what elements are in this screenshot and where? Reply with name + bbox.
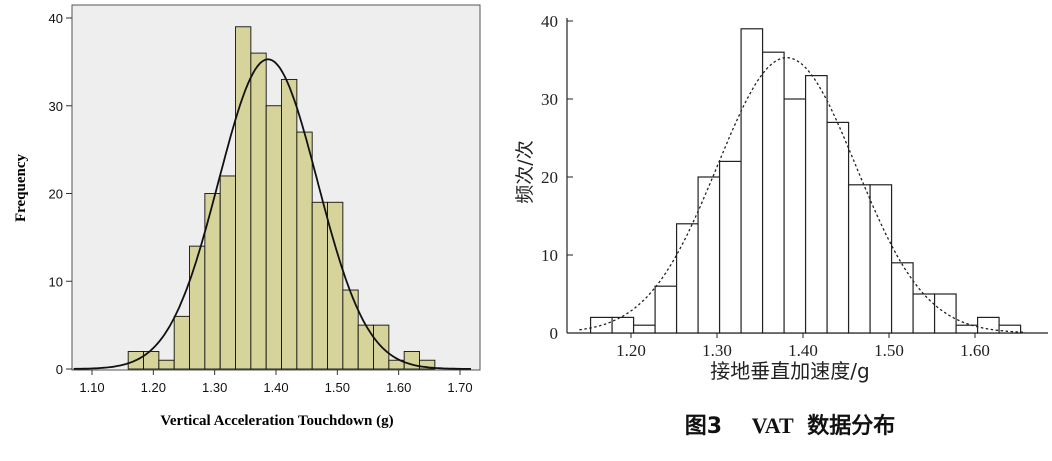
right-x-tick-label-2: 1.40 <box>788 341 818 360</box>
left-bar-4 <box>173 315 190 370</box>
right-y-ticks: 0 10 20 30 40 <box>541 12 573 343</box>
right-bar-8 <box>740 28 764 334</box>
caption-subject: VAT <box>752 413 794 438</box>
left-bar-15 <box>342 289 359 370</box>
right-bar-13 <box>847 184 871 334</box>
left-bar-12 <box>296 131 313 370</box>
left-x-ticks: 1.10 1.20 1.30 1.40 1.50 1.60 1.70 <box>79 370 473 395</box>
svg-text:图3 VAT 数据分布: 图3 VAT 数据分布 <box>685 413 895 439</box>
figure-caption: 图3 VAT 数据分布 <box>685 413 895 439</box>
left-bar-11 <box>281 78 298 370</box>
right-y-tick-label-3: 30 <box>541 90 558 109</box>
left-x-tick-label-6: 1.70 <box>447 380 472 395</box>
left-x-tick-label-5: 1.60 <box>386 380 411 395</box>
right-x-tick-label-0: 1.20 <box>616 341 646 360</box>
left-y-tick-label-3: 30 <box>49 99 63 114</box>
right-y-tick-label-1: 10 <box>541 246 558 265</box>
right-y-axis-label: 频次/次 <box>514 140 536 203</box>
left-y-tick-label-1: 10 <box>49 274 63 289</box>
left-bar-7 <box>219 175 236 370</box>
right-bar-16 <box>912 293 936 334</box>
right-bar-4 <box>654 285 678 334</box>
right-chart: 1.20 1.30 1.40 1.50 1.60 0 10 20 30 40 接地垂直加速度/g… <box>514 12 1048 383</box>
left-bar-5 <box>189 245 206 370</box>
right-bar-20 <box>998 324 1022 334</box>
right-x-ticks: 1.20 1.30 1.40 1.50 1.60 <box>616 333 990 360</box>
left-y-tick-label-2: 20 <box>49 187 63 202</box>
right-bar-9 <box>761 51 785 334</box>
left-bar-3 <box>158 359 175 370</box>
right-bar-18 <box>955 324 979 334</box>
right-x-tick-label-3: 1.50 <box>874 341 904 360</box>
left-x-axis-label: Vertical Acceleration Touchdown (g) <box>160 413 393 429</box>
left-x-tick-label-1: 1.20 <box>141 380 166 395</box>
left-bar-6 <box>204 193 221 370</box>
right-bar-12 <box>826 121 850 334</box>
right-bar-6 <box>697 176 721 334</box>
caption-figure-number: 图3 <box>685 414 722 439</box>
right-bar-3 <box>632 324 656 334</box>
right-bar-5 <box>675 223 699 334</box>
right-x-tick-label-4: 1.60 <box>960 341 990 360</box>
left-x-tick-label-0: 1.10 <box>79 380 104 395</box>
left-y-tick-label-4: 40 <box>49 11 63 26</box>
right-y-tick-label-0: 0 <box>550 324 559 343</box>
left-x-tick-label-2: 1.30 <box>202 380 227 395</box>
right-bars <box>589 28 1022 334</box>
right-bar-10 <box>783 98 807 334</box>
left-x-tick-label-4: 1.50 <box>325 380 350 395</box>
left-x-tick-label-3: 1.40 <box>263 380 288 395</box>
left-normal-curve <box>73 58 471 370</box>
left-bar-8 <box>235 26 252 370</box>
left-bar-20 <box>419 359 436 370</box>
right-x-axis-label: 接地垂直加速度/g <box>710 359 869 383</box>
right-x-tick-label-1: 1.30 <box>702 341 732 360</box>
right-bar-15 <box>890 262 914 334</box>
right-y-tick-label-4: 40 <box>541 12 558 31</box>
left-y-ticks: 0 10 20 30 40 <box>49 11 72 377</box>
left-y-tick-label-0: 0 <box>56 362 63 377</box>
left-bar-13 <box>311 201 328 370</box>
left-bar-9 <box>250 52 267 370</box>
right-bar-14 <box>869 184 893 334</box>
caption-text: 数据分布 <box>807 413 895 439</box>
right-bar-7 <box>718 160 742 334</box>
left-y-axis-label: Frequency <box>13 153 29 222</box>
left-bar-16 <box>357 324 374 370</box>
left-chart: 1.10 1.20 1.30 1.40 1.50 1.60 1.70 0 10 20 30 40 V… <box>13 4 481 429</box>
right-normal-curve <box>579 57 1026 333</box>
left-bar-10 <box>265 105 282 370</box>
left-bars <box>127 26 436 370</box>
left-bar-14 <box>327 201 344 370</box>
right-bar-11 <box>804 74 828 334</box>
right-y-tick-label-2: 20 <box>541 168 558 187</box>
